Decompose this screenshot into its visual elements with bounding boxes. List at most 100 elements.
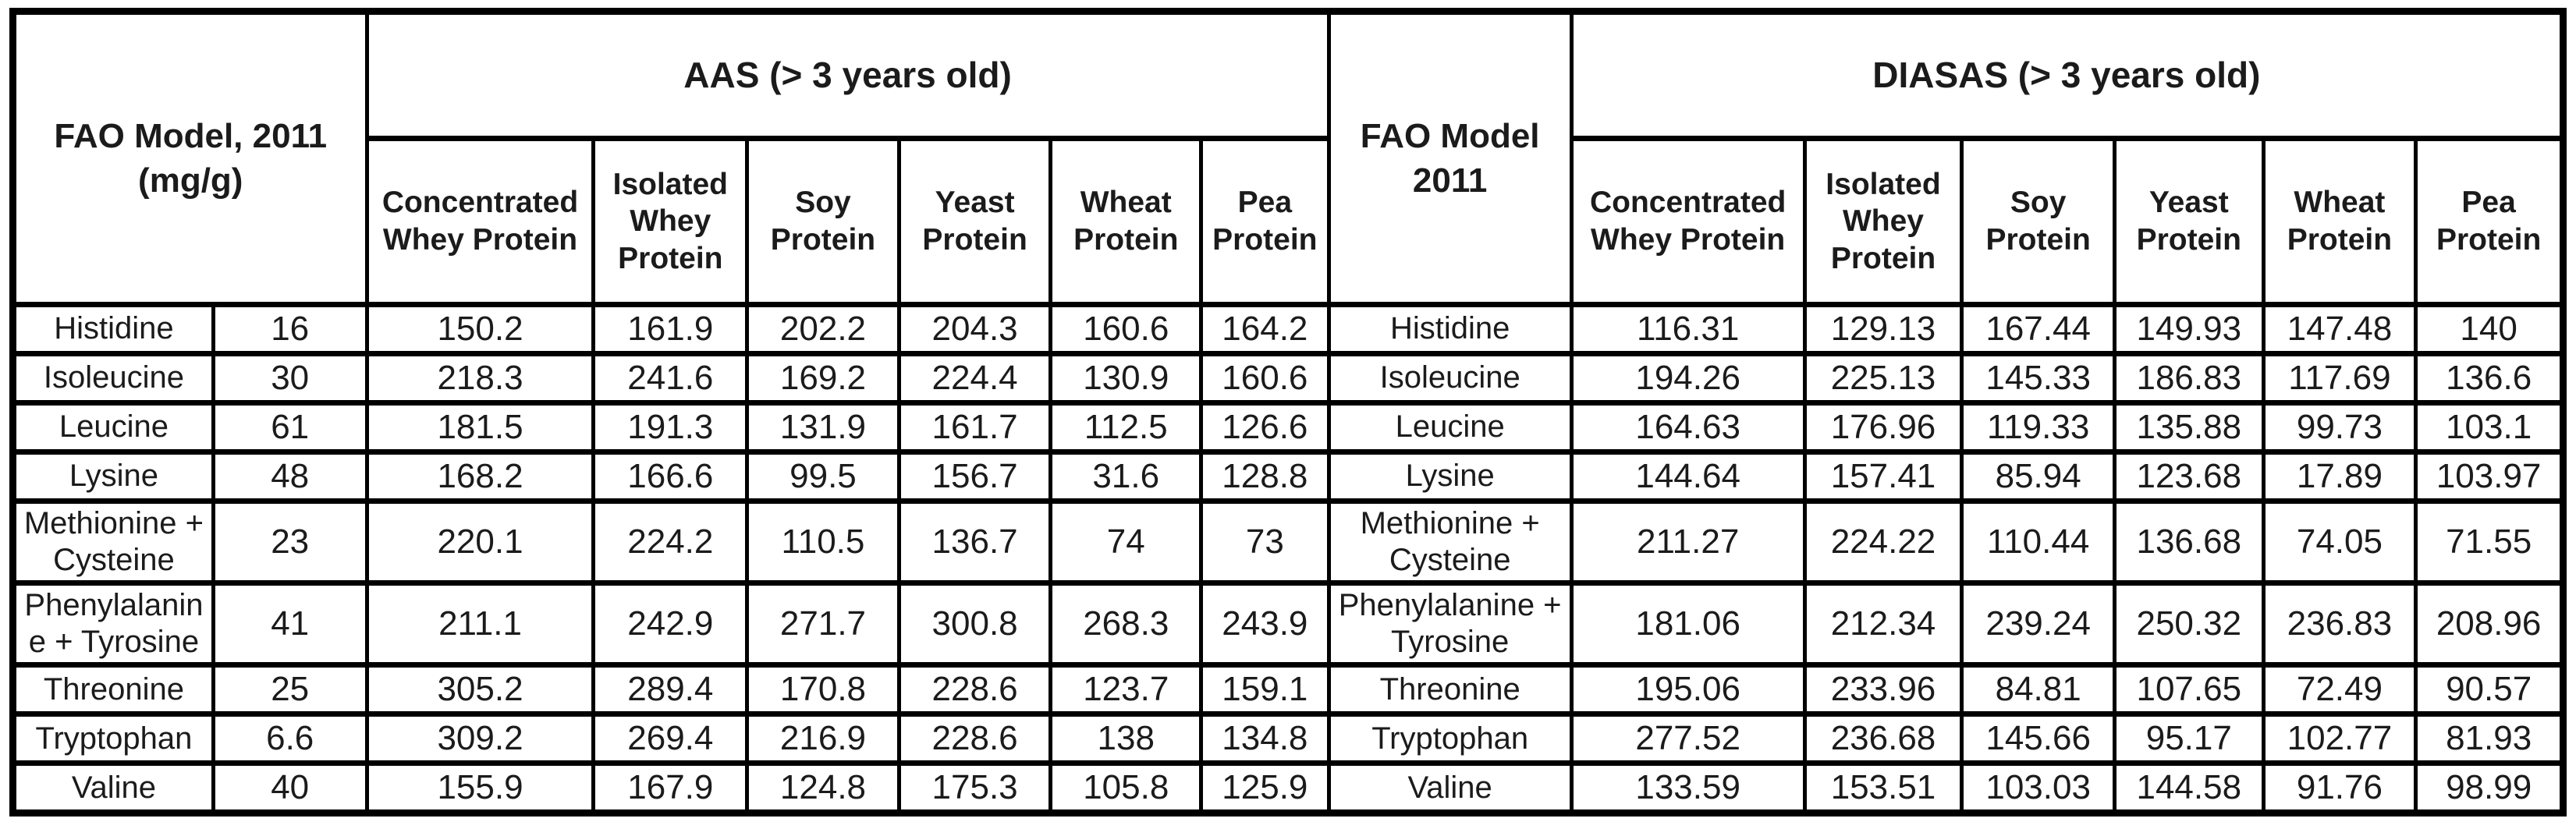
amino-acid-cell-left: Threonine: [11, 662, 215, 717]
amino-acid-cell-right: Tryptophan: [1326, 711, 1574, 767]
diasas-value-cell: 102.77: [2261, 711, 2418, 767]
banner-row: FAO Model, 2011 (mg/g) AAS (> 3 years ol…: [11, 9, 2566, 307]
diasas-value-cell: 145.66: [1960, 711, 2117, 767]
aas-value-cell: 31.6: [1048, 448, 1204, 504]
diasas-value-cell: 90.57: [2414, 662, 2565, 717]
aas-header-pea-protein: Pea Protein: [1199, 136, 1331, 307]
aas-value-cell: 224.2: [591, 498, 750, 586]
aas-value-cell: 305.2: [364, 662, 596, 717]
amino-acid-cell-left: Phenylalanine + Tyrosine: [11, 579, 215, 668]
aas-value-cell: 160.6: [1199, 350, 1331, 406]
diasas-value-cell: 133.59: [1569, 760, 1807, 817]
diasas-value-cell: 194.26: [1569, 350, 1807, 406]
aas-value-cell: 269.4: [591, 711, 750, 767]
fao-value-cell: 61: [211, 399, 369, 455]
diasas-value-cell: 239.24: [1960, 579, 2117, 668]
diasas-value-cell: 95.17: [2112, 711, 2266, 767]
aas-value-cell: 150.2: [364, 302, 596, 356]
fao-value-cell: 6.6: [211, 711, 369, 767]
aas-value-cell: 202.2: [745, 302, 901, 356]
aas-value-cell: 168.2: [364, 448, 596, 504]
aas-value-cell: 216.9: [745, 711, 901, 767]
aas-value-cell: 124.8: [745, 760, 901, 817]
aas-value-cell: 211.1: [364, 579, 596, 668]
aas-header-wheat-protein: Wheat Protein: [1048, 136, 1204, 307]
fao-model-left-line1: FAO Model, 2011: [54, 116, 328, 155]
aas-value-cell: 268.3: [1048, 579, 1204, 668]
aas-header-concentrated-whey-protein: Concentrated Whey Protein: [364, 136, 596, 307]
diasas-value-cell: 211.27: [1569, 498, 1807, 586]
aas-value-cell: 128.8: [1199, 448, 1331, 504]
aas-value-cell: 191.3: [591, 399, 750, 455]
diasas-header-soy-protein: Soy Protein: [1960, 136, 2117, 307]
aas-value-cell: 166.6: [591, 448, 750, 504]
fao-model-left-line2: (mg/g): [138, 161, 243, 200]
aas-value-cell: 175.3: [896, 760, 1053, 817]
diasas-value-cell: 176.96: [1802, 399, 1964, 455]
diasas-value-cell: 277.52: [1569, 711, 1807, 767]
diasas-value-cell: 72.49: [2261, 662, 2418, 717]
table-row: Isoleucine 30 218.3 241.6 169.2 224.4 130.9 160…: [11, 350, 2565, 406]
amino-acid-cell-left: Lysine: [11, 448, 215, 504]
amino-acid-cell-right: Leucine: [1326, 399, 1574, 455]
table-row: Phenylalanine + Tyrosine 41 211.1 242.9 271.…: [11, 579, 2565, 668]
diasas-value-cell: 98.99: [2414, 760, 2565, 817]
diasas-value-cell: 149.93: [2112, 302, 2266, 356]
aas-value-cell: 112.5: [1048, 399, 1204, 455]
diasas-header-wheat-protein: Wheat Protein: [2261, 136, 2418, 307]
amino-acid-cell-left: Tryptophan: [11, 711, 215, 767]
diasas-banner: DIASAS (> 3 years old): [1569, 9, 2566, 141]
aas-value-cell: 125.9: [1199, 760, 1331, 817]
diasas-value-cell: 212.34: [1802, 579, 1964, 668]
diasas-value-cell: 186.83: [2112, 350, 2266, 406]
diasas-value-cell: 208.96: [2414, 579, 2565, 668]
aas-value-cell: 138: [1048, 711, 1204, 767]
diasas-value-cell: 144.58: [2112, 760, 2266, 817]
table-row: Lysine 48 168.2 166.6 99.5 156.7 31.6 128.8 Lysi…: [11, 448, 2565, 504]
aas-header-soy-protein: Soy Protein: [745, 136, 901, 307]
aas-value-cell: 110.5: [745, 498, 901, 586]
aas-value-cell: 74: [1048, 498, 1204, 586]
table-row: Leucine 61 181.5 191.3 131.9 161.7 112.5 126.6 L…: [11, 399, 2565, 455]
diasas-value-cell: 85.94: [1960, 448, 2117, 504]
aas-value-cell: 105.8: [1048, 760, 1204, 817]
table-row: Methionine + Cysteine 23 220.1 224.2 110.5 13…: [11, 498, 2565, 586]
amino-acid-cell-left: Histidine: [11, 302, 215, 356]
diasas-value-cell: 110.44: [1960, 498, 2117, 586]
aas-value-cell: 134.8: [1199, 711, 1331, 767]
diasas-value-cell: 84.81: [1960, 662, 2117, 717]
table-row: Valine 40 155.9 167.9 124.8 175.3 105.8 125.9 Va…: [11, 760, 2565, 817]
aas-header-yeast-protein: Yeast Protein: [896, 136, 1053, 307]
aas-value-cell: 218.3: [364, 350, 596, 406]
table-row: Histidine 16 150.2 161.9 202.2 204.3 160.6 164.…: [11, 302, 2565, 356]
amino-acid-cell-right: Lysine: [1326, 448, 1574, 504]
aas-value-cell: 164.2: [1199, 302, 1331, 356]
diasas-value-cell: 81.93: [2414, 711, 2565, 767]
diasas-value-cell: 147.48: [2261, 302, 2418, 356]
diasas-value-cell: 117.69: [2261, 350, 2418, 406]
amino-acid-cell-left: Methionine + Cysteine: [11, 498, 215, 586]
aas-value-cell: 99.5: [745, 448, 901, 504]
diasas-header-isolated-whey-protein: Isolated Whey Protein: [1802, 136, 1964, 307]
diasas-value-cell: 71.55: [2414, 498, 2565, 586]
diasas-value-cell: 225.13: [1802, 350, 1964, 406]
aas-value-cell: 204.3: [896, 302, 1053, 356]
diasas-value-cell: 140: [2414, 302, 2565, 356]
fao-model-right-header: FAO Model 2011: [1326, 9, 1574, 307]
diasas-value-cell: 224.22: [1802, 498, 1964, 586]
diasas-value-cell: 129.13: [1802, 302, 1964, 356]
diasas-value-cell: 103.97: [2414, 448, 2565, 504]
aas-value-cell: 181.5: [364, 399, 596, 455]
table-row: Threonine 25 305.2 289.4 170.8 228.6 123.7 159.…: [11, 662, 2565, 717]
aas-value-cell: 167.9: [591, 760, 750, 817]
aas-value-cell: 289.4: [591, 662, 750, 717]
aas-value-cell: 136.7: [896, 498, 1053, 586]
diasas-value-cell: 103.03: [1960, 760, 2117, 817]
aas-value-cell: 220.1: [364, 498, 596, 586]
amino-acid-cell-right: Isoleucine: [1326, 350, 1574, 406]
diasas-value-cell: 164.63: [1569, 399, 1807, 455]
aas-value-cell: 73: [1199, 498, 1331, 586]
aas-value-cell: 161.7: [896, 399, 1053, 455]
diasas-value-cell: 233.96: [1802, 662, 1964, 717]
